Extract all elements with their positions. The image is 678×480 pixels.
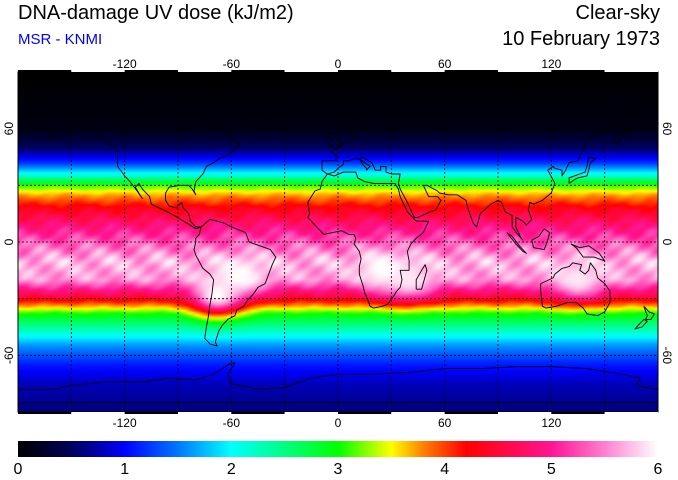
- frame-segment-bottom: [551, 412, 605, 414]
- frame-segment-top: [284, 70, 338, 72]
- colorbar-label: 1: [120, 461, 129, 478]
- lat-lon-grid: [18, 72, 658, 412]
- map-field: [18, 72, 658, 412]
- frame-segment-top: [444, 70, 498, 72]
- coastline-borneo: [531, 228, 551, 251]
- coastline-sumatra: [506, 232, 527, 254]
- source-subtitle: MSR - KNMI: [18, 31, 103, 48]
- lon-tick-top: -120: [113, 57, 137, 71]
- frame-segment-bottom: [231, 412, 285, 414]
- colorbar-label: 3: [334, 461, 343, 478]
- map-axis-ticks: -120 -120 -60 -60 0 0 60 60 120 120 60 0 -60 60 0 -60: [2, 57, 674, 430]
- colorbar-label: 2: [227, 461, 236, 478]
- frame-segment-top: [338, 70, 392, 72]
- sky-condition: Clear-sky: [575, 2, 660, 24]
- frame-segment-bottom: [604, 412, 658, 414]
- frame-segment-bottom: [124, 412, 178, 414]
- frame-segment-top: [18, 70, 72, 72]
- lon-tick-top: 0: [335, 57, 342, 71]
- lat-tick-left: 0: [2, 238, 16, 245]
- frame-segment-top: [551, 70, 605, 72]
- coastline-britain: [326, 131, 343, 149]
- lat-tick-right: 60: [660, 122, 674, 136]
- lat-tick-left: 60: [2, 122, 16, 136]
- coastline-antarctica: [18, 362, 658, 404]
- coastline-new-zealand-south: [634, 319, 648, 330]
- frame-segment-bottom: [178, 412, 232, 414]
- frame-segment-top: [124, 70, 178, 72]
- coastline-new-zealand: [643, 305, 655, 320]
- coastline-madagascar: [415, 264, 428, 290]
- coastline-australia: [540, 262, 611, 317]
- chart-title: DNA-damage UV dose (kJ/m2): [18, 2, 294, 24]
- lon-tick-bottom: -60: [223, 416, 241, 430]
- frame-segment-top: [391, 70, 445, 72]
- frame-segment-bottom: [18, 412, 72, 414]
- frame-segment-bottom: [498, 412, 552, 414]
- frame-segment-top: [71, 70, 125, 72]
- lon-tick-top: 60: [438, 57, 452, 71]
- lon-tick-bottom: 60: [438, 416, 452, 430]
- colorbar-label: 6: [654, 461, 663, 478]
- lon-tick-bottom: -120: [113, 416, 137, 430]
- lon-tick-top: 120: [541, 57, 561, 71]
- frame-segment-bottom: [391, 412, 445, 414]
- colorbar-bar: [18, 441, 658, 457]
- colorbar-labels: 0 1 2 3 4 5 6: [14, 461, 663, 478]
- lat-tick-right: 0: [660, 239, 674, 246]
- coastline-new-guinea: [570, 243, 606, 262]
- lat-tick-left: -60: [2, 346, 16, 364]
- frame-segment-bottom: [444, 412, 498, 414]
- coastline-north-america: [38, 103, 241, 230]
- lat-tick-right: -60: [660, 347, 674, 365]
- frame-segment-bottom: [338, 412, 392, 414]
- colorbar: 0 1 2 3 4 5 6: [14, 441, 663, 478]
- frame-segment-bottom: [71, 412, 125, 414]
- coastline-africa: [307, 171, 430, 309]
- lon-tick-bottom: 120: [541, 416, 561, 430]
- colorbar-label: 0: [14, 461, 23, 478]
- frame-segment-top: [231, 70, 285, 72]
- coastline-eurasia: [321, 94, 658, 241]
- lon-tick-bottom: 0: [335, 416, 342, 430]
- coastlines: [18, 82, 658, 404]
- frame-segment-bottom: [284, 412, 338, 414]
- frame-segment-top: [604, 70, 658, 72]
- colorbar-label: 5: [547, 461, 556, 478]
- frame-segment-top: [498, 70, 552, 72]
- frame-segment-top: [178, 70, 232, 72]
- coastline-south-america: [193, 218, 277, 347]
- colorbar-label: 4: [440, 461, 449, 478]
- coastline-greenland: [208, 82, 307, 130]
- date-label: 10 February 1973: [502, 28, 660, 50]
- coastline-japan: [568, 156, 597, 184]
- lon-tick-top: -60: [223, 57, 241, 71]
